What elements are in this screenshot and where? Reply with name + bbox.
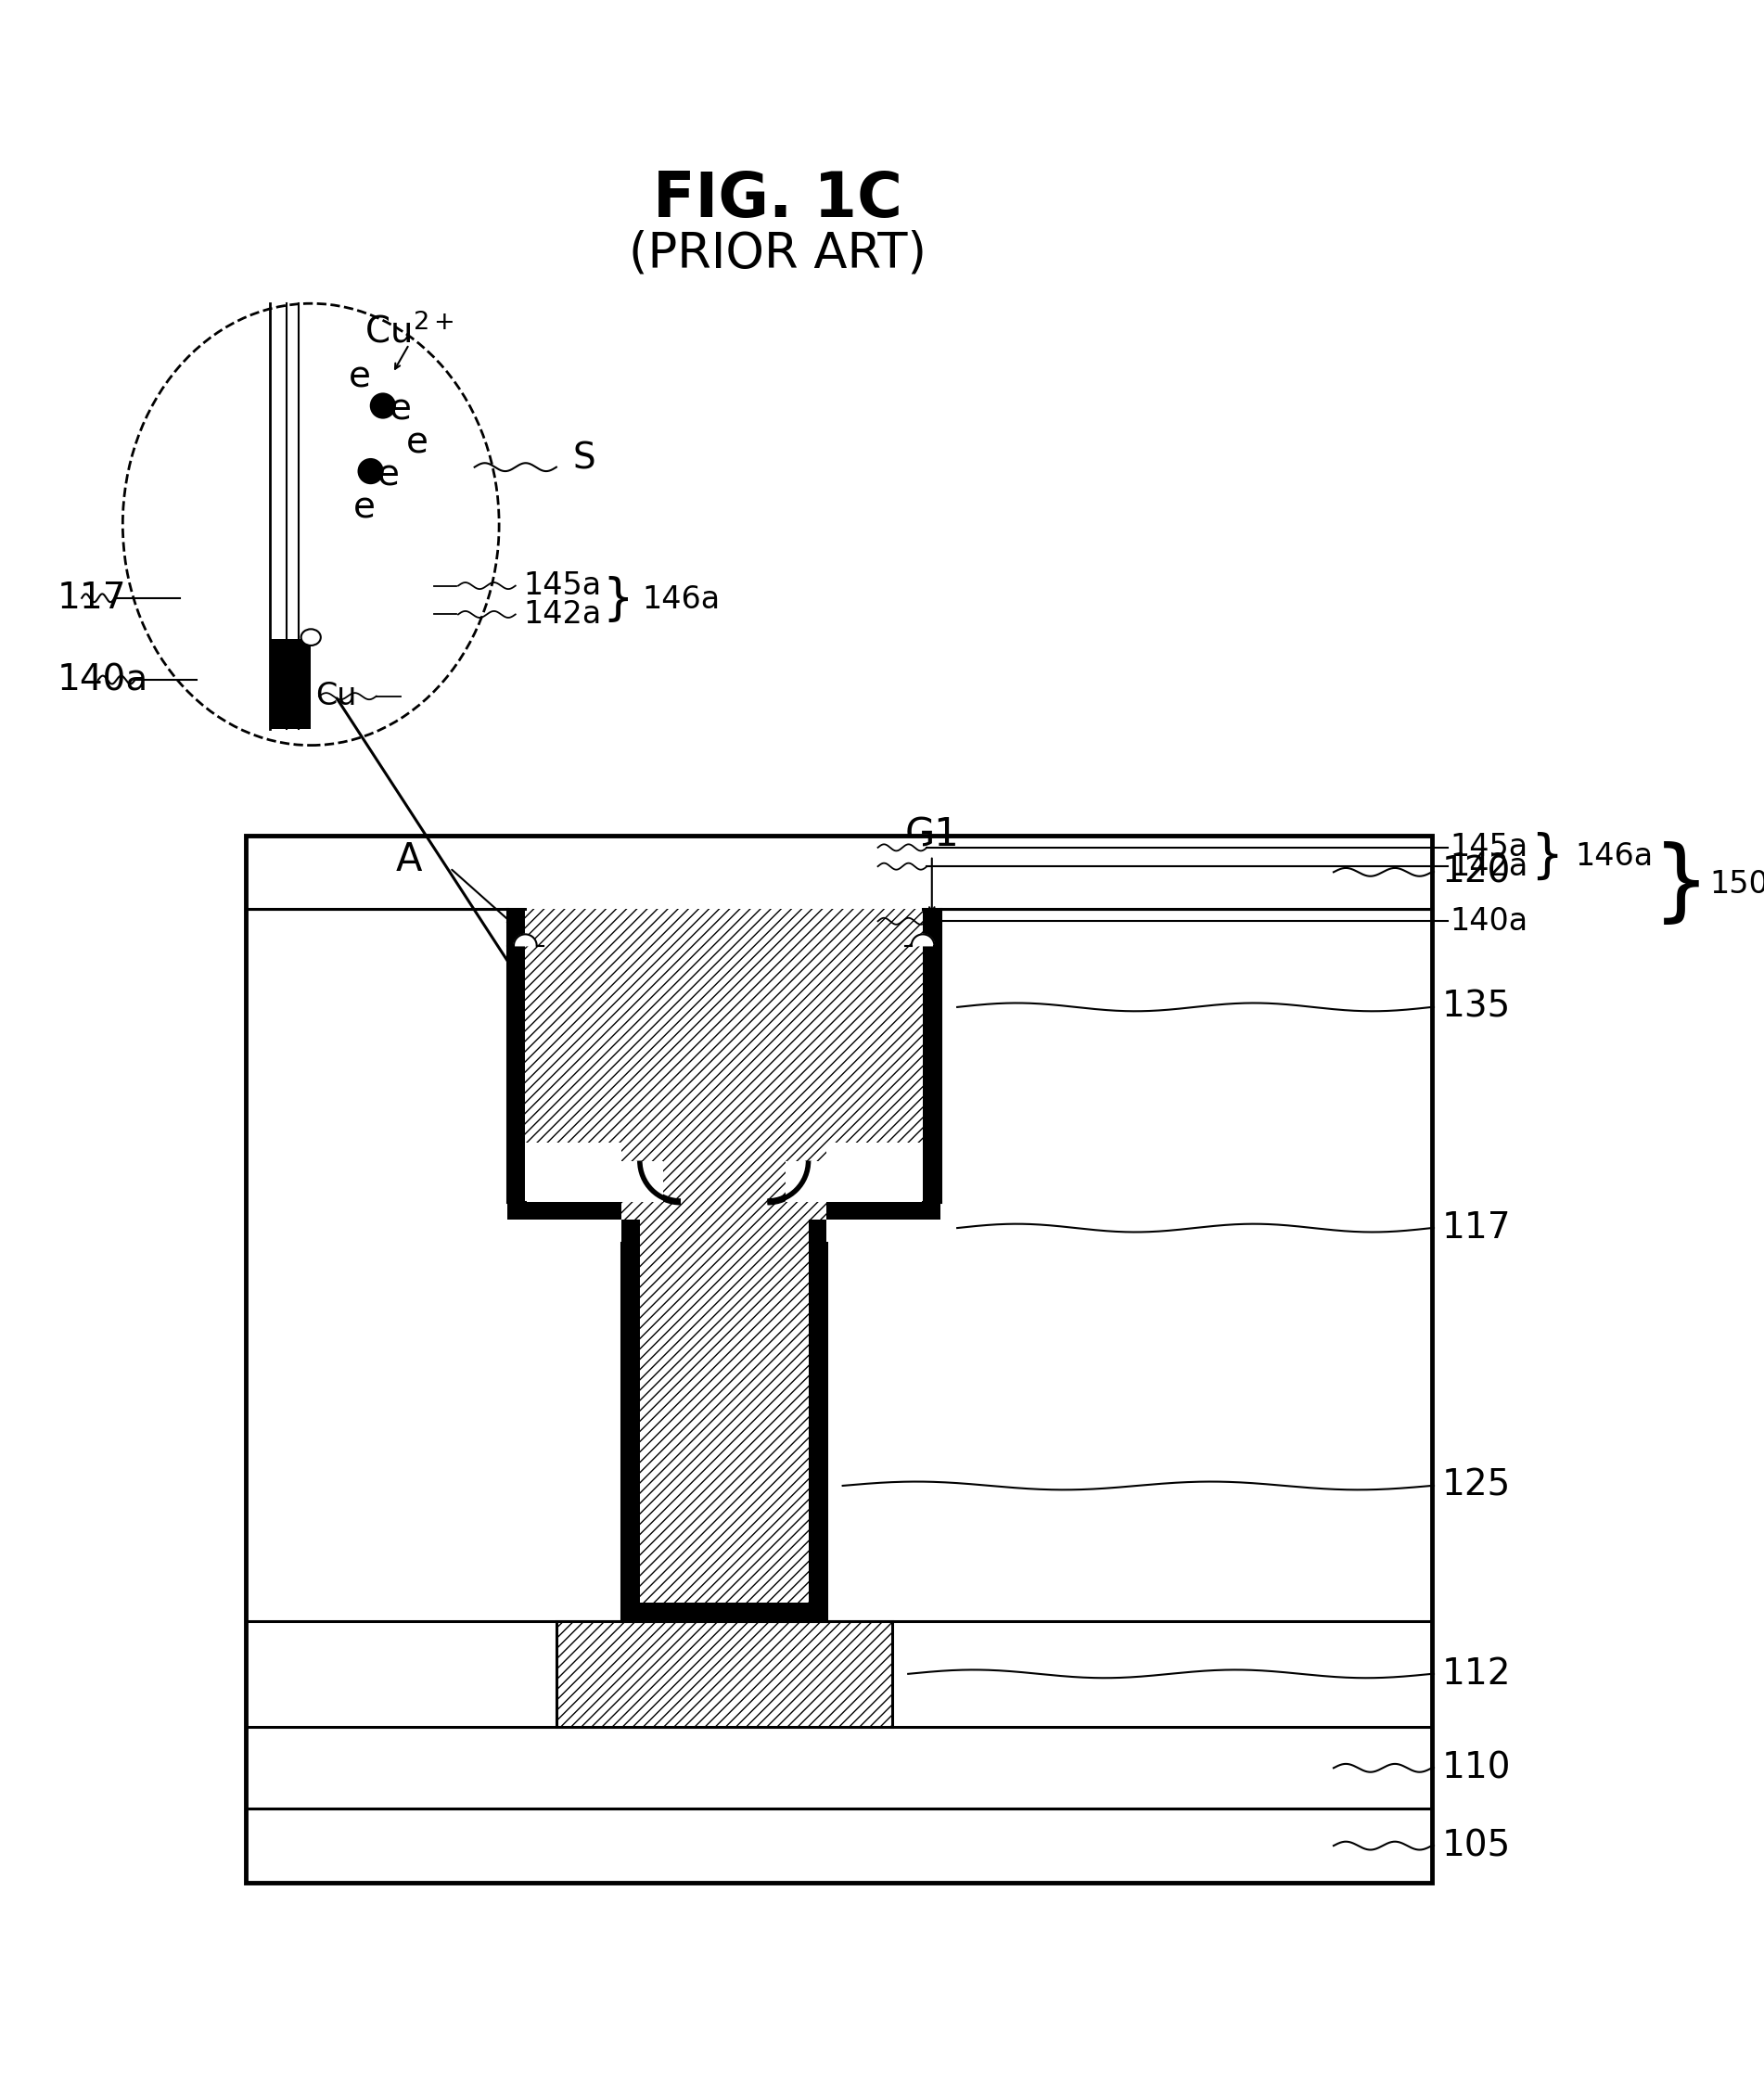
Text: e: e — [353, 490, 376, 526]
Text: 117: 117 — [56, 581, 127, 616]
Text: e: e — [406, 425, 429, 461]
Bar — [245, 836, 1432, 910]
Bar — [526, 1161, 663, 1201]
Text: 142a: 142a — [1450, 851, 1528, 882]
Text: 140a: 140a — [1450, 905, 1528, 937]
Polygon shape — [912, 935, 935, 945]
Bar — [526, 1201, 621, 1220]
Text: 135: 135 — [1441, 989, 1510, 1025]
Bar — [621, 1220, 640, 1620]
Bar — [826, 1142, 923, 1201]
Ellipse shape — [123, 304, 499, 746]
Text: 142a: 142a — [524, 599, 602, 629]
Text: Cu: Cu — [316, 681, 356, 711]
Ellipse shape — [302, 629, 321, 646]
Circle shape — [370, 392, 395, 419]
Text: 145a: 145a — [524, 570, 602, 602]
Text: }: } — [1529, 832, 1563, 882]
Bar — [245, 1727, 1432, 1809]
Bar — [245, 836, 1432, 1882]
Bar — [808, 1220, 826, 1620]
Polygon shape — [513, 935, 536, 945]
Bar — [270, 639, 310, 729]
Bar — [621, 1220, 826, 1620]
Text: 140a: 140a — [56, 662, 148, 698]
Bar — [556, 1620, 893, 1727]
Text: 145a: 145a — [1450, 832, 1528, 864]
Text: 146a: 146a — [642, 585, 720, 614]
Text: 146a: 146a — [1575, 840, 1653, 872]
Text: }: } — [602, 576, 633, 625]
Text: 112: 112 — [1441, 1656, 1510, 1691]
Circle shape — [358, 459, 385, 484]
Text: 120: 120 — [1441, 855, 1510, 889]
Bar — [785, 1161, 923, 1201]
Text: A: A — [395, 840, 422, 880]
Bar — [526, 1142, 621, 1201]
Bar — [826, 1201, 923, 1220]
Text: S: S — [573, 442, 596, 476]
Text: (PRIOR ART): (PRIOR ART) — [630, 231, 926, 279]
Text: 105: 105 — [1441, 1828, 1510, 1863]
Text: e: e — [377, 457, 400, 493]
Text: Cu$^{2+}$: Cu$^{2+}$ — [363, 314, 453, 350]
Text: e: e — [349, 361, 370, 394]
Text: FIG. 1C: FIG. 1C — [653, 168, 903, 231]
Text: G1: G1 — [905, 815, 960, 855]
Bar — [245, 910, 1432, 1620]
Text: 117: 117 — [1441, 1209, 1510, 1245]
Text: 110: 110 — [1441, 1750, 1510, 1786]
Bar — [621, 1603, 826, 1620]
Text: }: } — [1653, 840, 1709, 929]
Text: 150a: 150a — [1709, 870, 1764, 899]
Bar — [923, 910, 940, 1220]
Bar — [526, 1119, 663, 1161]
Text: e: e — [390, 392, 413, 428]
Text: 125: 125 — [1441, 1467, 1510, 1503]
Bar — [785, 1119, 923, 1161]
Bar — [245, 1809, 1432, 1882]
Bar — [508, 910, 940, 1220]
Bar — [508, 910, 526, 1220]
Bar — [526, 836, 923, 910]
